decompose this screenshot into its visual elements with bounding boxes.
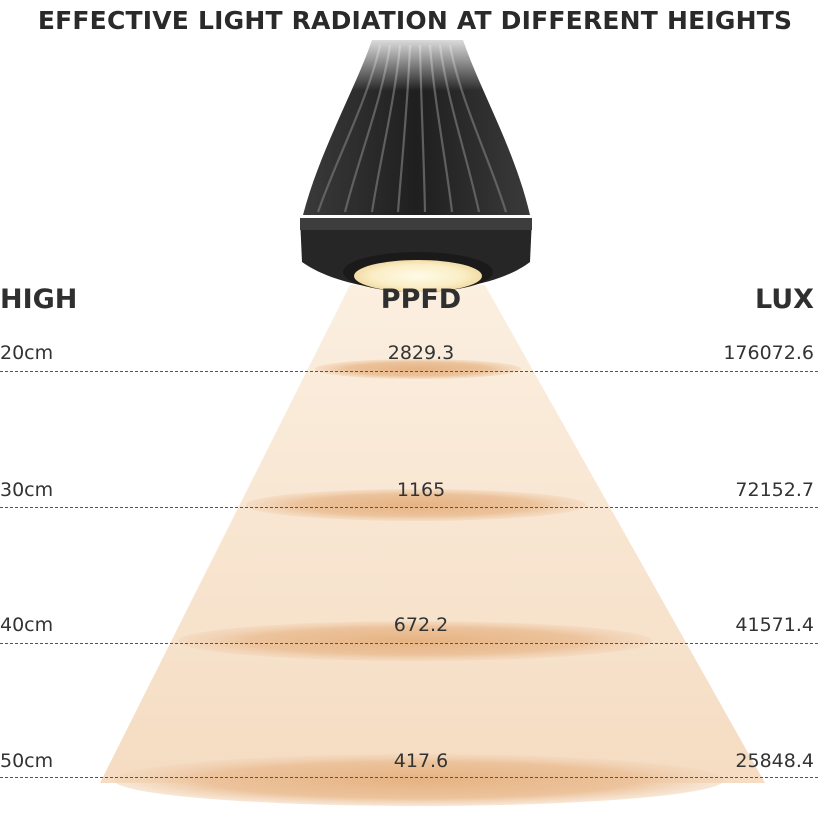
column-header-lux: LUX: [755, 284, 814, 315]
ppfd-value: 2829.3: [387, 342, 455, 364]
divider-50cm: [0, 777, 818, 778]
lux-value: 176072.6: [723, 342, 814, 364]
ppfd-value: 417.6: [393, 750, 449, 772]
light-spot-40cm: [178, 621, 652, 661]
divider-20cm: [0, 371, 818, 372]
column-header-height: HIGH: [0, 284, 78, 315]
data-row-30cm: 30cm 1165 72152.7: [0, 479, 830, 503]
data-row-20cm: 20cm 2829.3 176072.6: [0, 342, 830, 366]
data-row-40cm: 40cm 672.2 41571.4: [0, 614, 830, 638]
lux-value: 25848.4: [735, 750, 814, 772]
ppfd-value: 672.2: [393, 614, 449, 636]
height-value: 40cm: [0, 614, 54, 636]
lux-value: 41571.4: [735, 614, 814, 636]
column-header-ppfd: PPFD: [380, 284, 462, 315]
lamp-glow: [354, 260, 482, 292]
height-value: 30cm: [0, 479, 54, 501]
ppfd-value: 1165: [396, 479, 446, 501]
light-spot-20cm: [315, 359, 521, 379]
light-spot-30cm: [246, 489, 586, 521]
page-title: EFFECTIVE LIGHT RADIATION AT DIFFERENT H…: [37, 6, 793, 35]
divider-30cm: [0, 507, 818, 508]
data-row-50cm: 50cm 417.6 25848.4: [0, 750, 830, 774]
height-value: 20cm: [0, 342, 54, 364]
light-beam: [100, 285, 765, 783]
lux-value: 72152.7: [735, 479, 814, 501]
light-spot-50cm: [114, 754, 724, 806]
height-value: 50cm: [0, 750, 54, 772]
grow-light-lamp-icon: [290, 30, 550, 292]
divider-40cm: [0, 643, 818, 644]
